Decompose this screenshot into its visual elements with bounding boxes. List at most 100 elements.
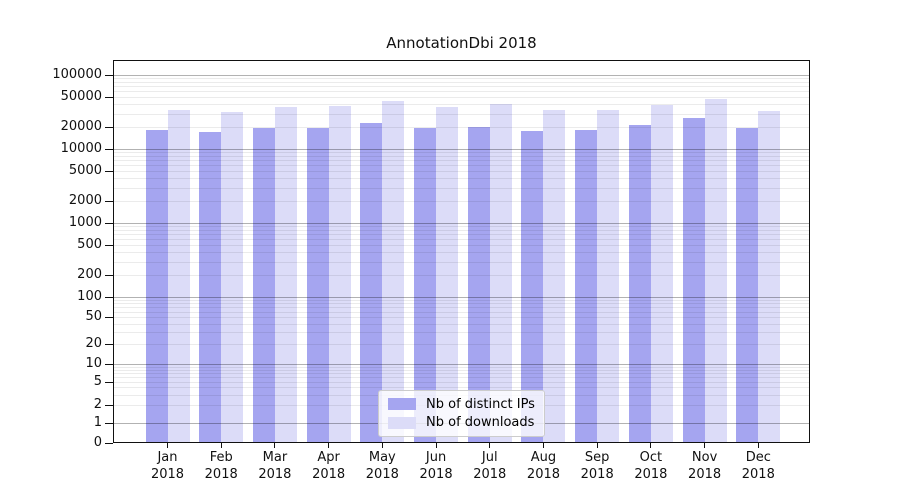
x-axis-tick [328,443,330,448]
x-axis-label: Mar 2018 [243,449,307,483]
minor-gridline [113,245,810,247]
minor-gridline [113,369,810,371]
minor-gridline [113,373,810,375]
y-axis-label: 0 [93,435,102,450]
minor-gridline [113,377,810,379]
x-axis-tick [596,443,598,448]
bar-distinct-ips [252,128,275,443]
bar-distinct-ips [736,128,759,443]
x-axis-label: Jun 2018 [404,449,468,483]
bar-downloads [328,106,351,443]
month-name: Mar [262,450,288,465]
minor-gridline [113,156,810,158]
minor-gridline [113,165,810,167]
month-year: 2018 [473,467,507,482]
minor-gridline [113,252,810,254]
legend-row-distinct-ips: Nb of distinct IPs [379,397,544,412]
bar-distinct-ips [628,125,651,443]
minor-gridline [113,343,810,345]
month-name: Nov [691,450,718,465]
y-axis-tick [105,223,113,224]
y-axis-label: 500 [77,237,102,253]
x-axis-tick [220,443,222,448]
bar-downloads [274,106,297,443]
minor-gridline [113,230,810,232]
x-axis-tick [704,443,706,448]
month-name: Jan [157,450,178,465]
x-axis-label: Jul 2018 [458,449,522,483]
minor-gridline [113,97,810,99]
minor-gridline [113,226,810,228]
month-year: 2018 [580,467,614,482]
bar-distinct-ips [414,128,437,443]
y-axis-tick [105,297,113,298]
minor-gridline [113,187,810,189]
bar-distinct-ips [199,131,222,443]
major-gridline [113,149,810,150]
bar-distinct-ips [575,129,598,443]
plot-area: Nb of distinct IPs Nb of downloads [113,60,810,443]
month-name: Jul [481,450,498,465]
y-axis-tick [105,200,113,202]
minor-gridline [113,78,810,80]
minor-gridline [113,152,810,154]
major-gridline [113,364,810,365]
y-axis-tick [105,274,113,276]
minor-gridline [113,82,810,84]
bar-downloads [436,106,459,443]
x-axis-label: Aug 2018 [511,449,575,483]
month-year: 2018 [526,467,561,482]
y-axis-label: 2 [93,397,102,413]
y-axis-label: 10000 [60,141,102,156]
major-gridline [113,297,810,298]
y-axis-label: 5 [93,373,102,389]
x-axis-label: Feb 2018 [189,449,253,483]
bar-downloads [758,110,781,443]
minor-gridline [113,387,810,389]
y-axis-tick [105,171,113,173]
minor-gridline [113,171,810,173]
month-year: 2018 [258,467,292,482]
bar-distinct-ips [682,118,705,443]
x-axis-label: May 2018 [350,449,414,483]
chart-title: AnnotationDbi 2018 [386,34,537,52]
minor-gridline [113,323,810,325]
bar-downloads [167,110,190,443]
major-gridline [113,75,810,76]
legend-swatch-downloads [388,416,416,429]
month-name: Oct [639,450,663,465]
legend-label-downloads: Nb of downloads [426,415,535,431]
legend: Nb of distinct IPs Nb of downloads [378,390,545,437]
minor-gridline [113,381,810,383]
x-axis-label: Oct 2018 [619,449,683,483]
y-axis-tick [105,405,113,407]
x-axis-tick [274,443,276,448]
minor-gridline [113,311,810,313]
x-axis-label: Sep 2018 [565,449,629,483]
x-axis-label: Jan 2018 [136,449,200,483]
y-axis-label: 5000 [68,163,102,179]
y-axis-label: 1000 [68,215,102,230]
bar-distinct-ips [521,131,544,443]
y-axis-tick [105,343,113,345]
month-year: 2018 [312,467,346,482]
minor-gridline [113,317,810,319]
month-name: Dec [745,450,771,465]
legend-row-downloads: Nb of downloads [379,415,544,430]
y-axis-label: 50000 [60,89,102,105]
bar-downloads [597,110,620,443]
major-gridline [113,223,810,224]
minor-gridline [113,234,810,236]
minor-gridline [113,274,810,276]
bar-distinct-ips [145,129,168,443]
x-axis-label: Apr 2018 [297,449,361,483]
month-name: Apr [317,450,340,465]
legend-swatch-distinct-ips [388,398,416,411]
minor-gridline [113,300,810,302]
bar-downloads [543,110,566,443]
minor-gridline [113,126,810,128]
x-axis-tick [435,443,437,448]
bar-downloads [489,104,512,443]
month-year: 2018 [204,467,238,482]
